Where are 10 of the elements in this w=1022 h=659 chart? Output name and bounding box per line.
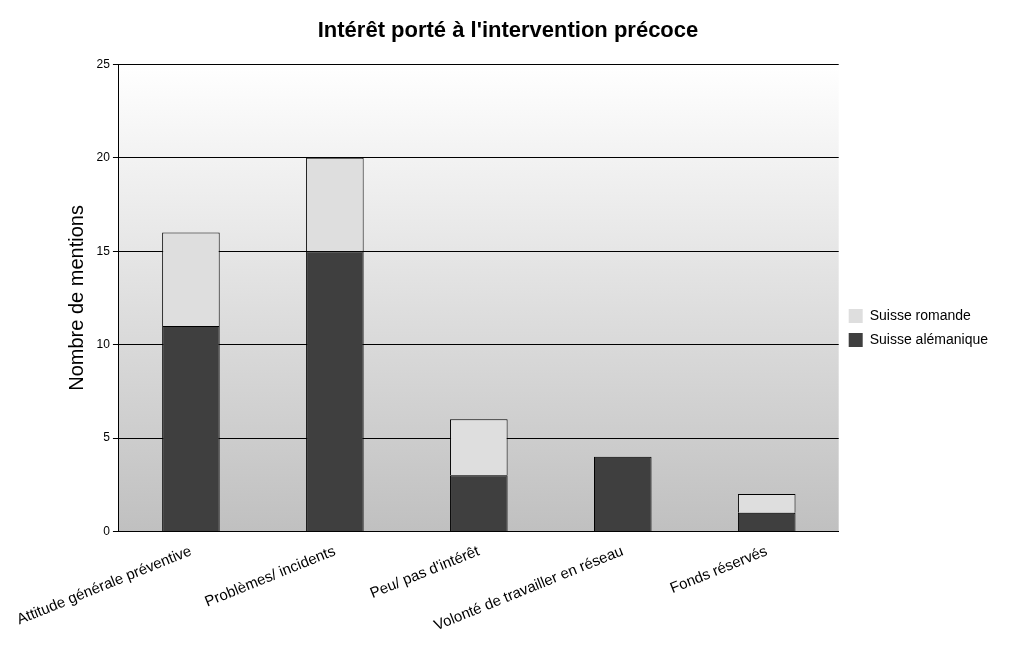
legend-label: Suisse romande [869,306,972,323]
y-tick-label: 10 [96,336,111,351]
y-axis-title: Nombre de mentions [65,205,88,391]
y-tick-label: 0 [103,523,111,538]
legend-label: Suisse alémanique [869,330,989,347]
y-tick-label: 25 [96,56,111,71]
y-tick-label: 15 [96,243,111,258]
y-tick-label: 20 [96,150,111,165]
y-tick-label: 5 [103,430,111,445]
chart-title: Intérêt porté à l'intervention précoce [317,17,699,43]
